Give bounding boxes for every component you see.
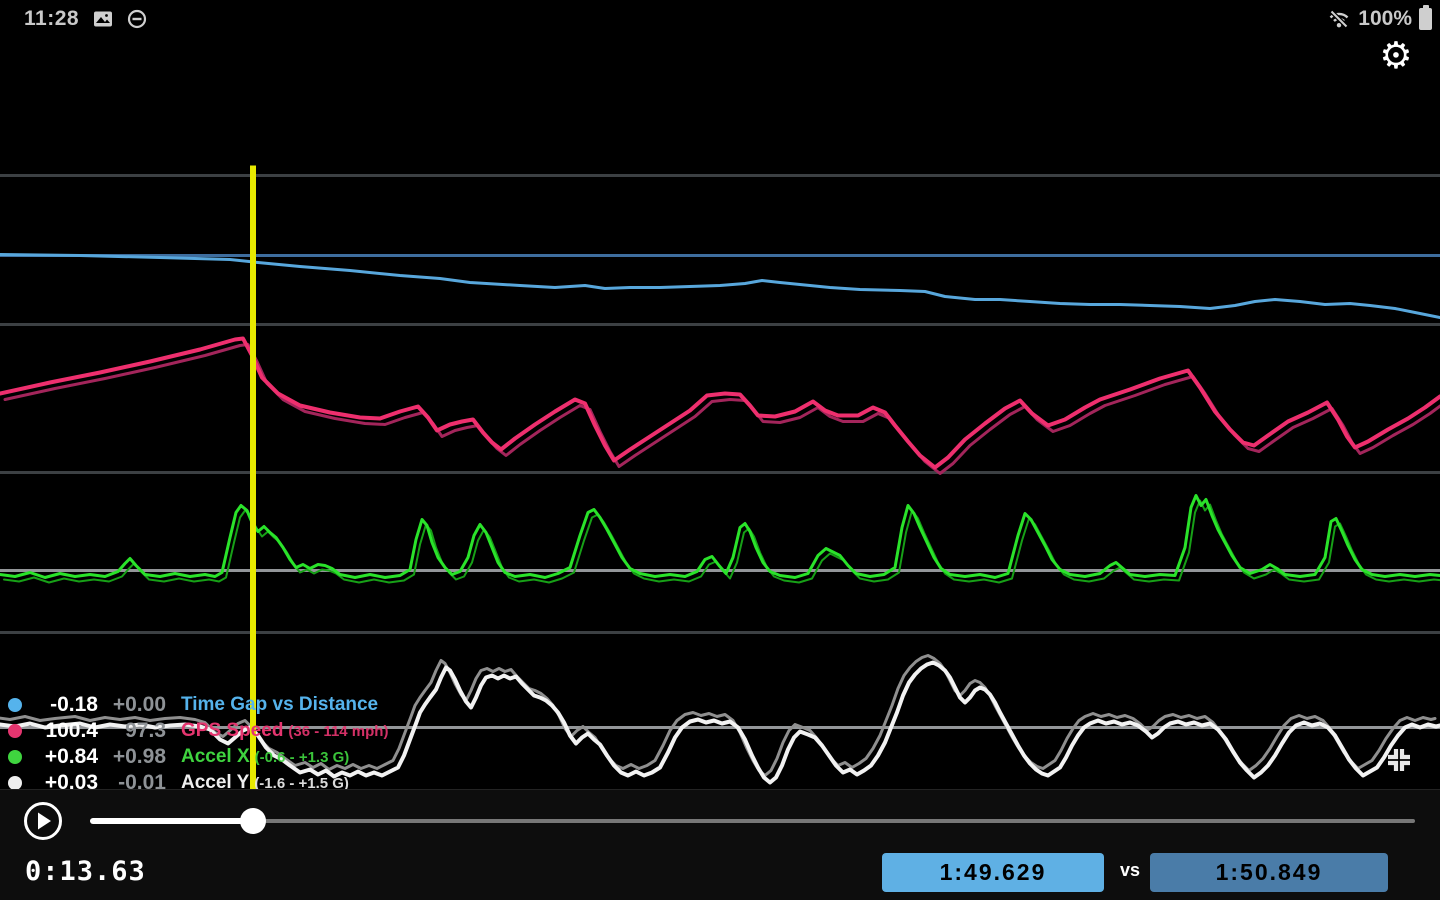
- current-value: -0.18: [50, 693, 98, 716]
- do-not-disturb-icon: [127, 9, 147, 29]
- timeline-slider[interactable]: [0, 790, 1440, 852]
- channel-dot: [8, 724, 22, 738]
- channel-label: Accel Y (-1.6 - +1.5 G): [181, 772, 349, 793]
- channel-dot: [8, 750, 22, 764]
- lap1-time-button[interactable]: 1:49.629: [882, 853, 1104, 892]
- compare-value: +0.98: [112, 745, 166, 768]
- telemetry-chart[interactable]: [0, 38, 1440, 900]
- current-value: +0.84: [44, 745, 98, 768]
- compare-value: 97.3: [125, 719, 166, 742]
- elapsed-time-text: 0:13.63: [25, 856, 146, 887]
- channel-dot: [8, 698, 22, 712]
- slider-handle[interactable]: [240, 808, 266, 834]
- clock-text: 11:28: [24, 7, 80, 30]
- channel-dot: [8, 776, 22, 790]
- photo-icon: [93, 10, 113, 28]
- channel-label: GPS Speed (36 - 114 mph): [181, 720, 389, 741]
- channel-legend: -0.18 +0.00 Time Gap vs Distance 100.4 9…: [0, 683, 1440, 794]
- vs-label: vs: [1119, 860, 1141, 880]
- channel-range: (-0.6 - +1.3 G): [254, 749, 350, 766]
- channel-label: Time Gap vs Distance: [181, 694, 379, 715]
- settings-gear-icon[interactable]: ⚙: [1379, 34, 1413, 77]
- current-value: 100.4: [45, 719, 98, 742]
- channel-range: (-1.6 - +1.5 G): [254, 775, 349, 792]
- channel-label: Accel X (-0.6 - +1.3 G): [181, 746, 350, 767]
- slider-track[interactable]: [90, 819, 1415, 823]
- playback-bar: 0:13.63 1:49.629 vs 1:50.849: [0, 789, 1440, 900]
- play-button[interactable]: [22, 800, 64, 842]
- collapse-graph-icon[interactable]: [1384, 745, 1414, 775]
- compare-value: +0.00: [112, 693, 166, 716]
- battery-percent-text: 100%: [1358, 7, 1412, 30]
- compare-value: -0.01: [118, 771, 166, 794]
- battery-icon: [1419, 5, 1432, 30]
- wifi-problem-icon: [1327, 7, 1351, 31]
- status-bar: 11:28 100%: [0, 0, 1440, 38]
- lap2-time-button[interactable]: 1:50.849: [1150, 853, 1388, 892]
- channel-range: (36 - 114 mph): [288, 723, 389, 740]
- current-value: +0.03: [44, 771, 98, 794]
- slider-fill: [90, 818, 253, 824]
